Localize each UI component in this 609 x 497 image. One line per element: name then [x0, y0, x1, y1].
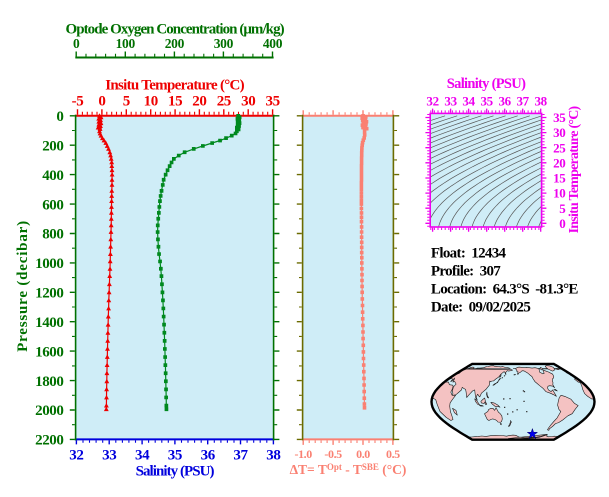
svg-text:200: 200: [42, 138, 63, 154]
svg-text:10: 10: [144, 94, 158, 110]
svg-text:20: 20: [192, 94, 206, 110]
svg-text:0: 0: [56, 109, 63, 125]
svg-text:400: 400: [42, 168, 63, 184]
svg-text:Float: 12434: Float: 12434: [431, 246, 507, 262]
svg-text:38: 38: [534, 94, 547, 109]
svg-text:1200: 1200: [35, 286, 63, 302]
svg-text:Location: 64.3°S -81.3°E: Location: 64.3°S -81.3°E: [431, 282, 578, 298]
svg-text:0: 0: [98, 94, 105, 110]
svg-text:1600: 1600: [35, 344, 63, 360]
svg-text:600: 600: [42, 197, 63, 213]
svg-text:Date: 09/02/2025: Date: 09/02/2025: [431, 300, 530, 316]
svg-text:200: 200: [165, 36, 185, 51]
svg-text:5: 5: [559, 201, 566, 216]
svg-text:Optode Oxygen Concentration (μ: Optode Oxygen Concentration (μm/kg): [66, 22, 285, 38]
svg-text:35: 35: [480, 94, 493, 109]
svg-text:10: 10: [553, 186, 565, 201]
svg-text:Salinity (PSU): Salinity (PSU): [447, 76, 526, 92]
svg-text:25: 25: [553, 140, 566, 155]
svg-text:32: 32: [69, 448, 83, 464]
svg-text:33: 33: [102, 448, 116, 464]
svg-text:33: 33: [444, 94, 457, 109]
svg-text:2000: 2000: [35, 403, 63, 419]
svg-text:-1.0: -1.0: [294, 447, 312, 461]
svg-text:37: 37: [516, 94, 529, 109]
svg-text:37: 37: [233, 448, 248, 464]
svg-text:Profile: 307: Profile: 307: [431, 264, 501, 280]
svg-text:0.5: 0.5: [386, 447, 400, 461]
svg-text:35: 35: [168, 448, 182, 464]
svg-text:-5: -5: [72, 94, 84, 110]
svg-text:800: 800: [42, 227, 63, 243]
svg-text:20: 20: [553, 155, 565, 170]
svg-text:Salinity (PSU): Salinity (PSU): [136, 464, 215, 480]
svg-text:35: 35: [553, 110, 566, 125]
svg-text:38: 38: [266, 448, 280, 464]
svg-text:0.0: 0.0: [356, 447, 370, 461]
svg-text:32: 32: [426, 94, 438, 109]
svg-text:34: 34: [135, 448, 150, 464]
svg-text:5: 5: [123, 94, 130, 110]
svg-text:30: 30: [553, 125, 565, 140]
svg-text:0: 0: [559, 216, 565, 231]
svg-text:15: 15: [168, 94, 182, 110]
svg-text:36: 36: [201, 448, 216, 464]
svg-text:34: 34: [462, 94, 475, 109]
svg-text:25: 25: [217, 94, 231, 110]
svg-text:Insitu Temperature (°C): Insitu Temperature (°C): [567, 105, 582, 233]
svg-text:400: 400: [263, 36, 283, 51]
svg-text:30: 30: [241, 94, 255, 110]
svg-text:36: 36: [498, 94, 511, 109]
svg-text:2200: 2200: [35, 433, 63, 449]
svg-text:100: 100: [116, 36, 136, 51]
svg-text:1400: 1400: [35, 315, 63, 331]
svg-text:Insitu Temperature (°C): Insitu Temperature (°C): [105, 78, 244, 94]
svg-text:ΔT= TOpt - TSBE (°C): ΔT= TOpt - TSBE (°C): [290, 462, 407, 477]
svg-text:35: 35: [265, 94, 279, 110]
svg-text:-0.5: -0.5: [324, 447, 342, 461]
svg-text:15: 15: [553, 171, 566, 186]
svg-text:1800: 1800: [35, 374, 63, 390]
svg-text:300: 300: [214, 36, 234, 51]
svg-text:0: 0: [73, 36, 80, 51]
svg-text:1000: 1000: [35, 256, 63, 272]
svg-text:Pressure (decibar): Pressure (decibar): [15, 220, 31, 352]
